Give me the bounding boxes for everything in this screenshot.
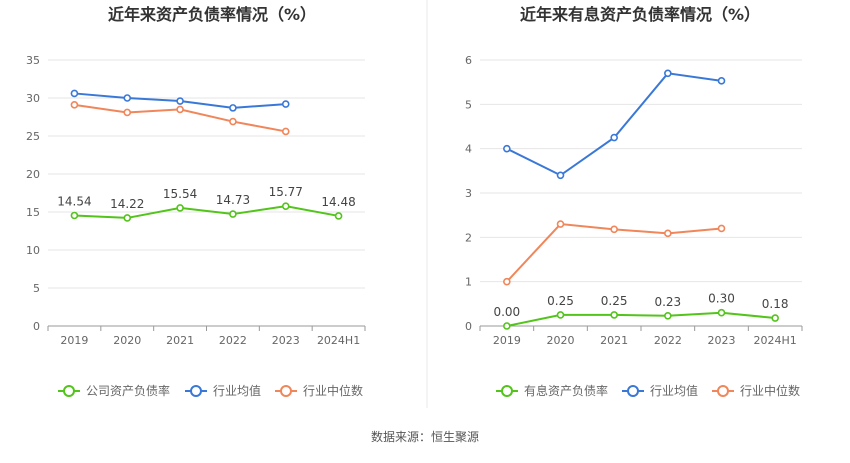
series-line-industry-avg	[506, 72, 722, 177]
data-label: 14.48	[321, 195, 355, 209]
data-point-industry-avg	[70, 89, 79, 98]
data-point-industry-avg	[664, 69, 672, 78]
data-label: 0.30	[708, 292, 735, 306]
data-label: 0.23	[654, 295, 681, 309]
y-tick-label: 1	[465, 276, 472, 289]
data-point-industry-median	[610, 225, 618, 234]
y-tick-label: 5	[465, 98, 472, 111]
legend-marker	[627, 385, 639, 397]
data-point-industry-median	[229, 117, 237, 126]
data-label: 0.25	[547, 294, 574, 308]
data-point-industry-median	[556, 220, 565, 228]
data-point-industry-median	[717, 224, 726, 233]
chart-1: 近年来资产负债率情况（%） 0 5 10 15 20 25 30 35 2019 2020 2021 2…	[26, 5, 366, 398]
data-point-industry-avg	[123, 94, 132, 102]
legend-marker	[717, 385, 729, 397]
x-tick-label: 2020	[113, 334, 141, 347]
data-point-company	[610, 311, 618, 319]
data-point-company	[717, 308, 726, 317]
data-point-industry-avg	[556, 171, 565, 180]
x-tick-label: 2022	[219, 334, 247, 347]
data-label: 0.18	[762, 297, 789, 311]
data-label: 15.77	[269, 185, 303, 199]
data-point-industry-median	[123, 108, 132, 117]
data-point-company	[503, 322, 511, 330]
data-point-company	[123, 214, 132, 222]
data-point-industry-median	[281, 127, 290, 136]
x-tick-label: 2021	[166, 334, 194, 347]
x-tick-label: 2024H1	[317, 334, 360, 347]
series-line-company	[506, 311, 776, 327]
y-tick-label: 6	[465, 54, 472, 67]
source-note: 数据来源：恒生聚源	[370, 430, 479, 444]
data-point-industry-avg	[229, 104, 237, 112]
data-label: 15.54	[163, 187, 197, 201]
data-point-company	[281, 202, 290, 210]
x-tick-label: 2019	[60, 334, 88, 347]
data-point-company	[334, 212, 343, 220]
legend-label: 行业中位数	[740, 383, 800, 398]
y-tick-label: 0	[465, 320, 472, 333]
x-tick-label: 2023	[272, 334, 300, 347]
data-point-company	[70, 211, 79, 220]
data-point-industry-median	[176, 105, 184, 114]
data-point-company	[229, 210, 237, 218]
y-tick-label: 35	[26, 54, 40, 67]
data-label: 14.54	[57, 194, 91, 208]
data-point-company	[556, 311, 565, 319]
x-tick-label: 2020	[547, 334, 575, 347]
data-label: 14.73	[216, 193, 250, 207]
legend-label: 公司资产负债率	[86, 383, 170, 398]
data-point-company	[771, 314, 779, 322]
data-label: 0.00	[493, 305, 520, 319]
x-tick-label: 2019	[493, 334, 521, 347]
x-tick-label: 2023	[708, 334, 736, 347]
legend-label: 行业中位数	[303, 383, 363, 398]
series-line-company	[74, 205, 339, 219]
chart-title: 近年来有息资产负债率情况（%）	[520, 5, 760, 24]
data-label: 14.22	[110, 197, 144, 211]
data-label: 0.25	[601, 294, 628, 308]
x-tick-label: 2022	[654, 334, 682, 347]
legend-label: 行业均值	[213, 383, 261, 398]
y-tick-label: 2	[465, 231, 472, 244]
data-point-industry-median	[503, 277, 511, 286]
y-tick-label: 15	[26, 206, 40, 219]
data-point-industry-avg	[281, 100, 290, 108]
y-tick-label: 4	[465, 143, 472, 156]
legend-marker	[63, 385, 75, 397]
y-tick-label: 5	[33, 282, 40, 295]
chart-2: 近年来有息资产负债率情况（%） 0 1 2 3 4 5 6 2019 2020 2021 2022 20…	[465, 5, 803, 398]
x-tick-label: 2021	[600, 334, 628, 347]
legend-label: 有息资产负债率	[524, 383, 608, 398]
data-point-industry-avg	[610, 133, 618, 142]
legend-label: 行业均值	[650, 383, 698, 398]
legend-marker	[280, 385, 292, 397]
y-tick-label: 20	[26, 168, 40, 181]
y-tick-label: 30	[26, 92, 40, 105]
y-tick-label: 0	[33, 320, 40, 333]
chart-title: 近年来资产负债率情况（%）	[108, 5, 316, 24]
data-point-industry-avg	[503, 144, 511, 153]
data-point-company	[664, 312, 672, 320]
data-point-industry-avg	[717, 77, 726, 85]
legend-marker	[190, 385, 202, 397]
x-tick-label: 2024H1	[754, 334, 797, 347]
y-tick-label: 25	[26, 130, 40, 143]
legend-marker	[501, 385, 513, 397]
data-point-industry-avg	[176, 97, 184, 105]
y-tick-label: 3	[465, 187, 472, 200]
y-tick-label: 10	[26, 244, 40, 257]
data-point-industry-median	[70, 101, 79, 109]
data-point-company	[176, 204, 184, 212]
data-point-industry-median	[664, 229, 672, 238]
